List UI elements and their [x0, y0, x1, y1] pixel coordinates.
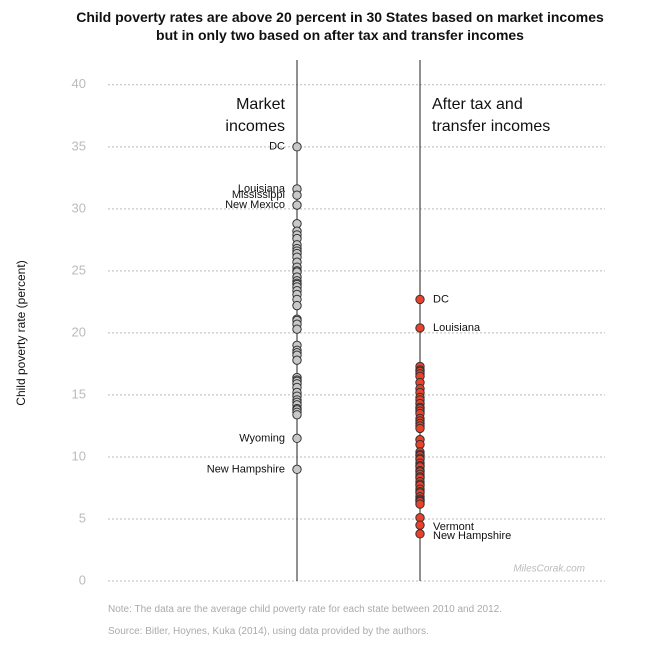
y-tick-label: 25: [72, 262, 86, 277]
series-heading: Market incomes: [225, 96, 285, 135]
dot: [415, 520, 425, 530]
dot: [292, 433, 302, 444]
dot: [292, 190, 302, 200]
dot: [292, 300, 302, 311]
chart-title: Child poverty rates are above 20 percent…: [76, 9, 604, 43]
dot: [292, 200, 302, 210]
y-tick-label: 20: [72, 324, 86, 339]
point-label: Louisiana: [433, 322, 481, 334]
point-label: Wyoming: [239, 432, 285, 444]
point-label: New Hampshire: [433, 530, 511, 542]
note: Note: The data are the average child pov…: [108, 604, 502, 615]
dot: [292, 355, 302, 365]
y-axis-label: Child poverty rate (percent): [14, 260, 28, 405]
y-tick-label: 0: [79, 572, 86, 587]
dot: [292, 142, 302, 152]
y-tick-label: 40: [72, 76, 86, 91]
dot: [292, 324, 302, 334]
point-label: New Mexico: [225, 199, 285, 211]
point-label: Vermont: [433, 521, 474, 533]
dot: [292, 410, 302, 420]
series-heading: After tax and transfer incomes: [432, 96, 551, 135]
point-label: Mississippi: [232, 189, 285, 201]
source: Source: Bitler, Hoynes, Kuka (2014), usi…: [108, 626, 429, 637]
dot: [292, 464, 302, 475]
point-label: Louisiana: [238, 183, 286, 195]
y-tick-label: 10: [72, 448, 86, 463]
dot: [415, 499, 425, 509]
dot: [415, 423, 425, 434]
dot: [415, 323, 425, 333]
y-tick-label: 35: [72, 138, 86, 153]
y-tick-label: 15: [72, 386, 86, 401]
point-label: DC: [269, 141, 285, 153]
point-label: DC: [433, 293, 449, 305]
watermark: MilesCorak.com: [513, 564, 585, 575]
dot: [415, 294, 425, 305]
y-tick-label: 30: [72, 200, 86, 215]
y-tick-label: 5: [79, 510, 86, 525]
point-label: New Hampshire: [207, 463, 285, 475]
dot: [415, 529, 425, 539]
